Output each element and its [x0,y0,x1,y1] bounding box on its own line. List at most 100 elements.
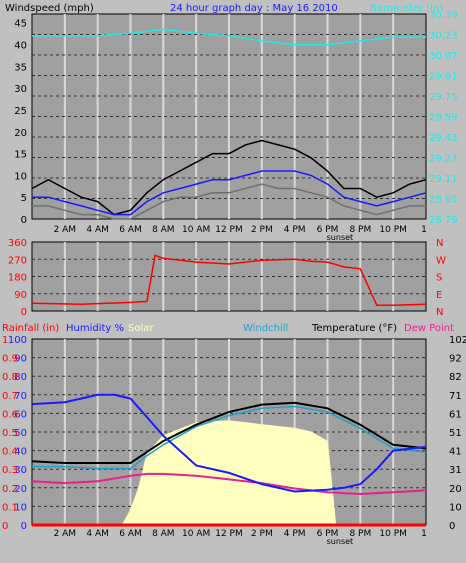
wind-low-line [32,183,426,220]
barometer-tick-label: 28.79 [429,215,458,226]
compass-tick-label: S [436,273,442,284]
humidity-tick-label: 0 [21,521,27,532]
x-tick-label: 4 AM [86,529,109,539]
wind-y-tick-label: 45 [14,19,27,30]
x-tick-label: 6 PM [317,225,339,235]
x-tick-label: 8 PM [349,529,371,539]
barometer-tick-label: 30.39 [429,10,458,21]
wind-title: Windspeed (mph) [5,3,94,14]
x-tick-label: 2 PM [251,529,273,539]
wind-gust-line [31,139,427,216]
windchill-line [32,405,427,470]
barometer-tick-label: 29.11 [429,174,458,185]
temperature-tick-label: 61 [449,409,462,420]
direction-tick-label: 270 [8,255,27,266]
wind-y-tick-label: 5 [21,193,27,204]
x-tick-label: 12 PM [215,225,243,235]
rainfall-tick-label: 0.2 [2,484,18,495]
humidity-tick-label: 100 [8,335,27,346]
graph-title: 24 hour graph day : May 16 2010 [170,3,338,14]
wind-y-tick-label: 15 [14,150,27,161]
x-tick-label: 2 AM [54,529,77,539]
x-tick-label: 10 PM [379,225,407,235]
barometer-tick-label: 29.75 [429,92,458,103]
solar-title: Solar [128,323,154,334]
x-tick-label: 6 AM [119,225,142,235]
x-tick-label: 6 AM [119,529,142,539]
barometer-tick-label: 30.23 [429,31,458,42]
x-tick-label: 8 PM [349,225,371,235]
x-tick-label: 4 PM [284,529,306,539]
rainfall-tick-label: 0.1 [2,502,18,513]
wind-y-tick-label: 0 [21,215,27,226]
compass-tick-label: E [436,290,442,301]
direction-tick-label: 360 [8,238,27,249]
wind-y-tick-label: 30 [14,84,27,95]
x-tick-label: 8 AM [152,225,175,235]
rainfall-tick-label: 0.5 [2,428,18,439]
barometer-tick-label: 29.43 [429,133,458,144]
rainfall-tick-label: 0.7 [2,391,18,402]
humidity-tick-label: 50 [14,428,27,439]
x-tick-label: 8 AM [152,529,175,539]
rainfall-tick-label: 0.9 [2,354,18,365]
temperature-tick-label: 82 [449,372,462,383]
humidity-line [31,393,427,493]
rainfall-tick-label: 1 [2,335,8,346]
dewpoint-line [31,472,427,496]
humidity-tick-label: 30 [14,465,27,476]
rainfall-tick-label: 0.6 [2,409,18,420]
temperature-tick-label: 71 [449,391,462,402]
compass-tick-label: N [436,307,443,318]
rainfall-tick-label: 0 [2,521,8,532]
windchill-title: Windchill [243,323,288,334]
rainfall-tick-label: 0.8 [2,372,18,383]
x-tick-label: 4 PM [284,225,306,235]
humidity-tick-label: 90 [14,354,27,365]
humidity-tick-label: 10 [14,502,27,513]
barometer-tick-label: 28.95 [429,195,458,206]
x-tick-label: 10 AM [182,529,210,539]
temperature-tick-label: 41 [449,447,462,458]
wind-y-tick-label: 20 [14,128,27,139]
wind-y-tick-label: 40 [14,41,27,52]
rainfall-title: Rainfall (in) [2,323,59,334]
direction-tick-label: 0 [21,307,27,318]
barometer-title: Barometer (in) [370,3,443,14]
wind-y-tick-label: 35 [14,62,27,73]
temperature-tick-label: 10 [449,502,462,513]
direction-tick-label: 90 [14,290,27,301]
wind-direction-line [31,254,427,307]
humidity-tick-label: 20 [14,484,27,495]
humidity-tick-label: 40 [14,447,27,458]
temperature-tick-label: 31 [449,465,462,476]
rainfall-tick-label: 0.4 [2,447,18,458]
humidity-tick-label: 60 [14,409,27,420]
temperature-tick-label: 20 [449,484,462,495]
x-tick-label: 2 AM [54,225,77,235]
barometer-line [32,28,426,46]
wind-y-tick-label: 10 [14,171,27,182]
temperature-title: Temperature (°F) [311,323,397,334]
x-tick-label: 1 [421,225,427,235]
compass-tick-label: N [436,238,443,249]
temperature-line [31,401,427,464]
barometer-tick-label: 30.07 [429,51,458,62]
x-tick-label: 2 PM [251,225,273,235]
x-tick-label: 12 PM [215,529,243,539]
temperature-tick-label: 0 [449,521,455,532]
x-tick-label: 1 [421,529,427,539]
wind-average-line [32,170,427,216]
barometer-tick-label: 29.27 [429,154,458,165]
x-tick-label: 6 PM [317,529,339,539]
temperature-tick-label: 102 [449,335,466,346]
dewpoint-title: Dew Point [404,323,454,334]
direction-tick-label: 180 [8,273,27,284]
humidity-title: Humidity % [66,323,124,334]
humidity-tick-label: 70 [14,391,27,402]
sunset-label: sunset [327,233,354,242]
compass-tick-label: W [436,255,446,266]
humidity-tick-label: 80 [14,372,27,383]
